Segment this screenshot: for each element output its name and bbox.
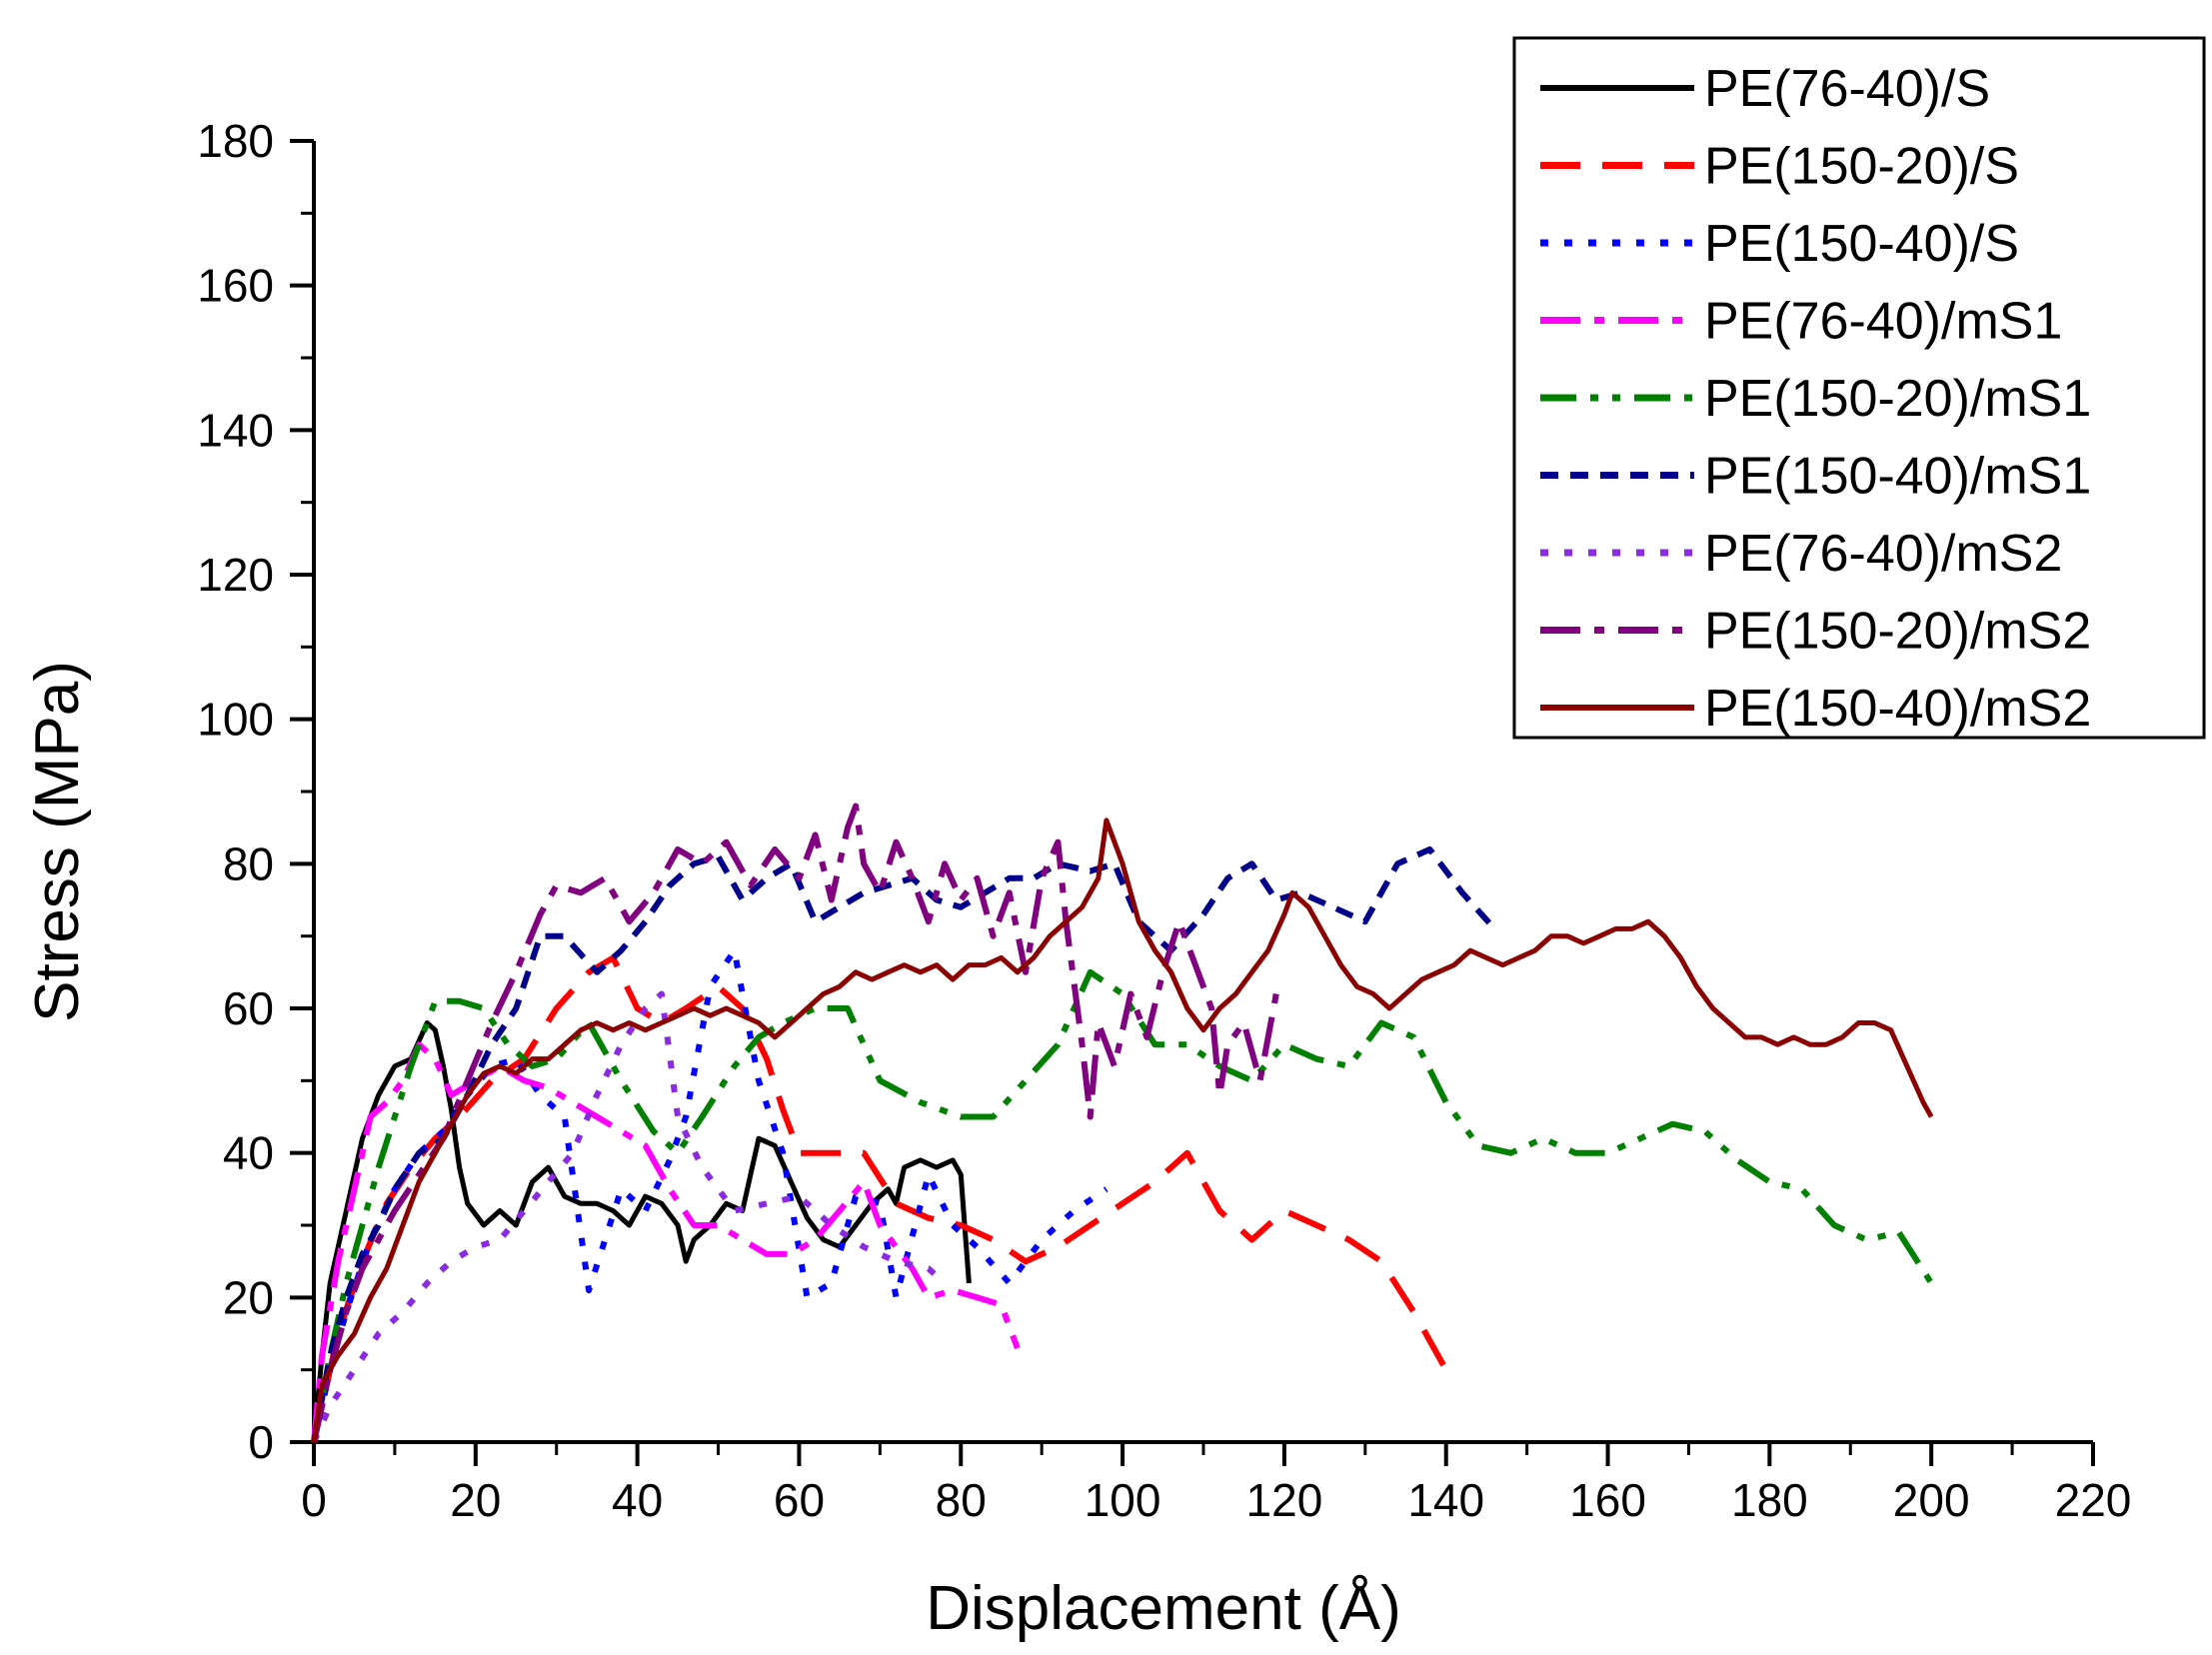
x-tick-label: 220 xyxy=(2055,1474,2132,1526)
x-axis-title: Displacement (Å) xyxy=(926,1574,1400,1643)
legend-label: PE(76-40)/S xyxy=(1704,60,1990,118)
x-tick-label: 180 xyxy=(1731,1474,1808,1526)
y-axis-title: Stress (MPa) xyxy=(23,661,92,1022)
y-tick-label: 120 xyxy=(197,549,274,601)
y-tick-label: 40 xyxy=(223,1127,274,1179)
y-tick-label: 160 xyxy=(197,260,274,312)
x-tick-label: 40 xyxy=(612,1474,663,1526)
series-line-9 xyxy=(311,818,1934,1443)
series-line-4 xyxy=(311,1041,1021,1443)
tick-labels: 0 20 40 60 80 100 120 140 160 180 0 20 40 60 80 100 120 1… xyxy=(197,115,2131,1526)
x-tick-label: 80 xyxy=(936,1474,987,1526)
legend-label: PE(150-20)/mS1 xyxy=(1704,370,2091,428)
y-tick-label: 0 xyxy=(248,1416,274,1468)
x-tick-label: 60 xyxy=(774,1474,825,1526)
axes xyxy=(290,139,2095,1466)
series-line-3 xyxy=(311,947,1108,1443)
x-tick-label: 100 xyxy=(1085,1474,1161,1526)
legend-box xyxy=(1512,36,2206,740)
legend-label: PE(150-40)/mS2 xyxy=(1704,680,2091,738)
legend-label: PE(150-20)/S xyxy=(1704,138,2019,196)
y-tick-label: 100 xyxy=(197,694,274,746)
x-tick-label: 160 xyxy=(1569,1474,1646,1526)
legend-label: PE(150-40)/S xyxy=(1704,215,2019,273)
x-tick-label: 140 xyxy=(1407,1474,1484,1526)
legend-label: PE(150-40)/mS1 xyxy=(1704,448,2091,506)
series-group xyxy=(311,803,1934,1444)
series-line-7 xyxy=(311,990,948,1444)
legend: PE(76-40)/S PE(150-20)/S PE(150-40)/S PE(76… xyxy=(1512,36,2206,740)
x-tick-label: 200 xyxy=(1893,1474,1970,1526)
y-tick-label: 20 xyxy=(223,1271,274,1323)
series-line-2 xyxy=(311,954,1449,1443)
x-tick-label: 120 xyxy=(1246,1474,1323,1526)
y-tick-label: 140 xyxy=(197,404,274,456)
x-tick-label: 0 xyxy=(301,1474,327,1526)
series-line-5 xyxy=(311,968,1934,1443)
x-tick-label: 20 xyxy=(450,1474,501,1526)
legend-label: PE(76-40)/mS1 xyxy=(1704,293,2062,351)
series-line-6 xyxy=(311,845,1497,1443)
legend-label: PE(150-20)/mS2 xyxy=(1704,603,2091,661)
series-line-1 xyxy=(311,1020,972,1443)
y-tick-label: 80 xyxy=(223,837,274,889)
y-tick-label: 180 xyxy=(197,115,274,167)
legend-label: PE(76-40)/mS2 xyxy=(1704,525,2062,583)
y-tick-label: 60 xyxy=(223,982,274,1034)
series-line-8 xyxy=(311,803,1279,1443)
